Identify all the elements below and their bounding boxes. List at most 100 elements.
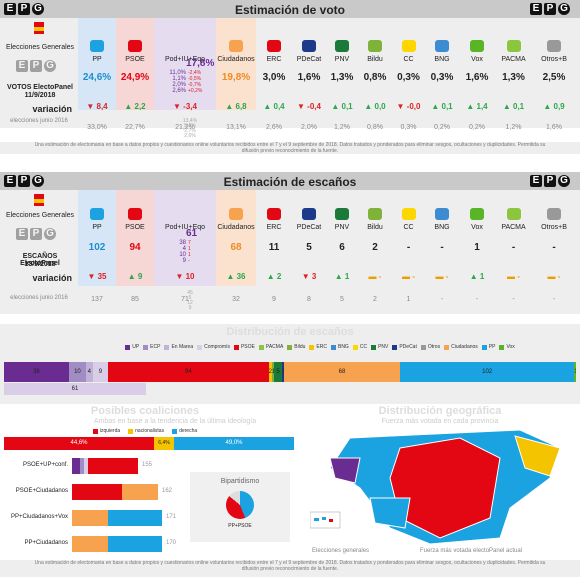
vote-prev-label: elecciones junio 2016 bbox=[10, 118, 68, 124]
pod-sub-variation: -2,4% bbox=[188, 70, 202, 76]
party-value: - bbox=[406, 242, 411, 253]
coal-row-segment bbox=[108, 536, 162, 552]
party-prev-value: 32 bbox=[232, 296, 240, 303]
dist-bar-segment: 102 bbox=[400, 362, 575, 382]
vote-poll-label: VOTOS ElectoPanel bbox=[6, 84, 73, 91]
party-prev-value: 5 bbox=[340, 296, 344, 303]
party-header: Vox bbox=[471, 224, 483, 231]
dist-legend-label: En Marea bbox=[171, 344, 194, 350]
party-header: Pod+IU+Eqo bbox=[164, 224, 206, 231]
party-logo-icon bbox=[90, 40, 104, 52]
pod-sub-value: 38 bbox=[179, 240, 186, 246]
party-header: Otros+B bbox=[541, 56, 567, 63]
dist-bar-segment: 68 bbox=[283, 362, 401, 382]
party-variation: ▲ 0,1 bbox=[502, 102, 525, 111]
dist-legend-label: PDeCat bbox=[399, 344, 417, 350]
coal-row-segment bbox=[122, 484, 158, 500]
pod-sub-prev: 5 bbox=[188, 295, 192, 301]
party-prev-value: 2 bbox=[373, 296, 377, 303]
party-header: Pod+IU+Eqo bbox=[164, 56, 206, 63]
party-value: 0,3% bbox=[397, 72, 420, 83]
dist-second-row: 61 bbox=[4, 383, 146, 395]
dist-bar-segment: 4 bbox=[85, 362, 93, 382]
spain-map bbox=[310, 429, 561, 545]
party-value: 2 bbox=[372, 242, 378, 253]
party-header: BNG bbox=[434, 56, 450, 63]
party-header: Otros+B bbox=[541, 224, 567, 231]
dist-legend-item: ERC bbox=[309, 344, 327, 350]
dist-legend-item: Ciudadanos bbox=[444, 344, 478, 350]
dist-legend-label: PNV bbox=[378, 344, 389, 350]
party-prev-value: 85 bbox=[131, 296, 139, 303]
coal-row-label: PSOE+UP+conf. bbox=[22, 462, 68, 468]
party-value: 1,6% bbox=[297, 72, 321, 83]
coal-row-label: PP+Ciudadanos+Vox bbox=[10, 514, 68, 520]
dist-bar-segment: 9 bbox=[92, 362, 109, 382]
party-prev-value: 0,2% bbox=[434, 124, 450, 131]
party-value: 19,8% bbox=[221, 72, 251, 83]
party-value: 3,0% bbox=[262, 72, 286, 83]
dist-legend-item: BNG bbox=[330, 344, 349, 350]
party-prev-value: 9 bbox=[272, 296, 276, 303]
coal-legend-label: derecha bbox=[179, 428, 198, 434]
party-logo-icon bbox=[128, 208, 142, 220]
pod-sub-prev: 2,6% bbox=[184, 133, 196, 139]
coal-row-segment bbox=[108, 510, 162, 526]
pod-sub-value: 9 bbox=[182, 258, 186, 264]
dist-legend-item: UP bbox=[125, 344, 139, 350]
party-header: Bildu bbox=[367, 56, 383, 63]
pod-sub-prev: 12 bbox=[187, 300, 193, 306]
party-variation: ▲ 0,1 bbox=[431, 102, 453, 111]
party-logo-icon bbox=[547, 40, 561, 52]
party-logo-icon bbox=[470, 40, 484, 52]
party-prev-value: - bbox=[475, 296, 479, 303]
pod-sub-prev: 5,1% bbox=[184, 123, 196, 129]
geo-subtitle: Fuerza más votada en cada provincia bbox=[381, 418, 499, 425]
seats-prev-label: elecciones junio 2016 bbox=[10, 295, 68, 301]
party-value: 68 bbox=[230, 242, 242, 253]
spain-flag-icon-2 bbox=[34, 194, 44, 206]
dist-legend-label: PACMA bbox=[265, 344, 284, 350]
party-header: Vox bbox=[471, 56, 483, 63]
footer-note: Una estimación de electomania en base a … bbox=[0, 560, 580, 577]
party-logo-icon bbox=[128, 40, 142, 52]
party-logo-icon bbox=[547, 208, 561, 220]
pod-column-bg bbox=[154, 18, 216, 110]
party-variation: ▲ 1 bbox=[469, 272, 485, 281]
pod-sub-variation: +0,2% bbox=[188, 88, 203, 94]
party-prev-value: - bbox=[512, 296, 515, 303]
dist-bar-segment: 5 bbox=[273, 362, 283, 382]
psoe-seats-bg bbox=[116, 190, 154, 286]
seats-poll-label: ESCAÑOS ElectoPanel bbox=[20, 253, 60, 267]
pod-sub-value: 10 bbox=[179, 252, 186, 258]
coal-row-segment bbox=[72, 458, 80, 474]
dist-legend-label: CC bbox=[359, 344, 368, 350]
party-variation: ▲ 2 bbox=[266, 272, 282, 281]
party-variation: ▲ 9 bbox=[127, 272, 143, 281]
coal-row-segment bbox=[88, 458, 138, 474]
vote-row-label: Elecciones Generales bbox=[5, 44, 75, 51]
party-header: CC bbox=[403, 224, 414, 231]
pod-sub-variation: 1 bbox=[188, 252, 191, 258]
coal-row-total: 162 bbox=[162, 488, 173, 494]
party-value: 1 bbox=[474, 242, 480, 253]
coal-mid-bar: 6,4% bbox=[154, 437, 174, 450]
coal-legend-label: izquierda bbox=[99, 428, 121, 434]
dist-legend-label: PP bbox=[488, 344, 496, 350]
party-logo-icon bbox=[401, 208, 416, 220]
party-logo-icon bbox=[368, 208, 382, 220]
party-prev-value: 137 bbox=[91, 296, 103, 303]
party-prev-value: 0,3% bbox=[400, 124, 417, 131]
party-variation: ▼ 10 bbox=[175, 272, 195, 281]
pod-sub-value: 2,0% bbox=[172, 82, 186, 88]
dist-bar-segment: 10 bbox=[68, 362, 86, 382]
dist-legend-label: ECP bbox=[150, 344, 161, 350]
distribucion-title: Distribución de escaños bbox=[226, 326, 354, 338]
dist-legend-item: Bildu bbox=[287, 344, 305, 350]
pod-sub-value: 1,1% bbox=[172, 76, 186, 82]
